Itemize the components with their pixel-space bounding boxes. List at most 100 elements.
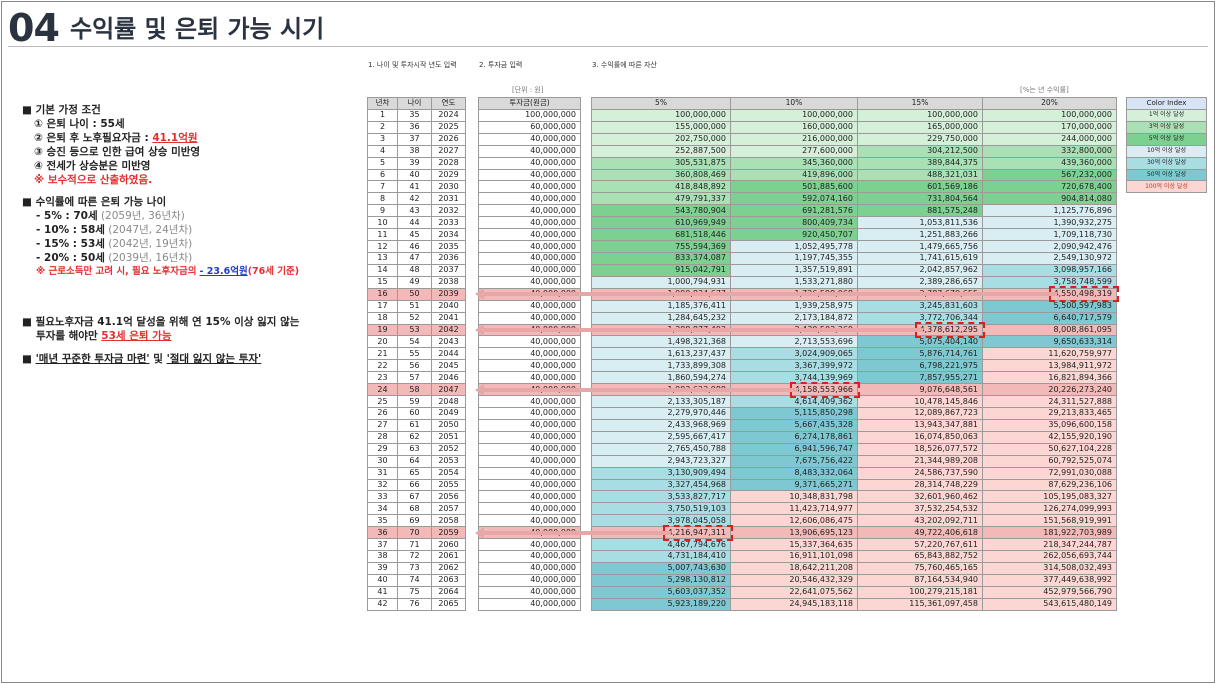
table-row: 19 53 2042 bbox=[367, 323, 466, 337]
rate-15-cell: 28,314,748,229 bbox=[857, 478, 983, 492]
arrow-head bbox=[475, 383, 484, 396]
table-row: 3,750,519,103 11,423,714,977 37,532,254,53… bbox=[591, 502, 1117, 516]
age-year-table: 년차 나이 연도 1 35 2024 2 36 2025 3 37 2026 4 38 2027 5 39… bbox=[367, 97, 466, 611]
investment-cell: 40,000,000 bbox=[478, 240, 581, 253]
rate-5-sub: (2059년, 36년차) bbox=[97, 210, 185, 222]
rate-5-main: - 5% : 70세 bbox=[36, 210, 98, 222]
table-row: 21 55 2044 bbox=[367, 347, 466, 361]
rate-20-cell: 100,000,000 bbox=[982, 108, 1117, 122]
table-row: 1,000,794,931 1,533,271,880 2,389,286,657 3… bbox=[591, 275, 1117, 289]
rate-15-cell: 43,202,092,711 bbox=[857, 514, 983, 528]
rate-5-cell: 2,765,450,788 bbox=[591, 442, 731, 456]
rate-20-cell: 11,620,759,977 bbox=[982, 347, 1117, 361]
rate-20-cell: 314,508,032,493 bbox=[982, 561, 1117, 575]
investment-cell: 100,000,000 bbox=[478, 108, 581, 122]
investment-cell: 40,000,000 bbox=[478, 192, 581, 206]
year-no-cell: 13 bbox=[367, 251, 398, 265]
table-row: 2,595,667,417 6,274,178,861 16,074,850,063… bbox=[591, 430, 1117, 444]
table-row: 42 76 2065 bbox=[367, 597, 466, 611]
rate-20-cell: 50,627,104,228 bbox=[982, 442, 1117, 456]
rate-5-cell: 202,750,000 bbox=[591, 132, 731, 146]
assumptions-block: ■ 기본 가정 조건 ① 은퇴 나이 : 55세 ② 은퇴 후 노후필요자금 :… bbox=[22, 103, 200, 187]
age-cell: 38 bbox=[397, 144, 432, 158]
table-row: 23 57 2046 bbox=[367, 371, 466, 385]
rate-15-cell: 165,000,000 bbox=[857, 120, 983, 134]
col-rate-5: 5% bbox=[591, 97, 731, 110]
rate-15-cell: 2,389,286,657 bbox=[857, 275, 983, 289]
rate-15-cell: 731,804,564 bbox=[857, 192, 983, 206]
age-cell: 75 bbox=[397, 585, 432, 599]
rate-10-cell: 15,337,364,635 bbox=[730, 538, 858, 552]
color-index-item: 100억 이상 달성 bbox=[1126, 180, 1207, 194]
age-cell: 40 bbox=[397, 168, 432, 182]
color-index-item: 30억 이상 달성 bbox=[1126, 156, 1207, 170]
rate-10-cell: 7,675,756,422 bbox=[730, 454, 858, 468]
rate-10-cell: 2,173,184,872 bbox=[730, 311, 858, 325]
conclusion-1-line1: ■ 필요노후자금 41.1억 달성을 위해 연 15% 이상 잃지 않는 bbox=[22, 316, 300, 328]
year-no-cell: 10 bbox=[367, 216, 398, 230]
year-no-cell: 40 bbox=[367, 573, 398, 587]
year-no-cell: 24 bbox=[367, 383, 398, 397]
table-row: 40,000,000 bbox=[478, 240, 581, 253]
table-row: 29 63 2052 bbox=[367, 442, 466, 456]
age-cell: 44 bbox=[397, 216, 432, 230]
year-cell: 2028 bbox=[431, 156, 466, 170]
rate-5-cell: 2,279,970,446 bbox=[591, 406, 731, 420]
rate-5-cell: 3,750,519,103 bbox=[591, 502, 731, 516]
rate-5-cell: 1,000,794,931 bbox=[591, 275, 731, 289]
rate-20-age: - 20% : 50세 (2039년, 16년차) bbox=[22, 251, 299, 265]
rate-20-cell: 16,821,894,366 bbox=[982, 371, 1117, 385]
rate-15-cell: 1,479,665,756 bbox=[857, 240, 983, 253]
investment-cell: 40,000,000 bbox=[478, 359, 581, 373]
rate-15-cell: 6,798,221,975 bbox=[857, 359, 983, 373]
year-no-cell: 35 bbox=[367, 514, 398, 528]
year-no-cell: 39 bbox=[367, 561, 398, 575]
table-row: 40,000,000 bbox=[478, 430, 581, 444]
rate-15-cell: 24,586,737,590 bbox=[857, 466, 983, 480]
rate-10-cell: 691,281,576 bbox=[730, 204, 858, 218]
rate-10-cell: 9,371,665,271 bbox=[730, 478, 858, 492]
year-no-cell: 31 bbox=[367, 466, 398, 480]
year-no-cell: 20 bbox=[367, 335, 398, 349]
table-row: 40,000,000 bbox=[478, 228, 581, 242]
rate-20-cell: 87,629,236,106 bbox=[982, 478, 1117, 492]
table-row: 479,791,337 592,074,160 731,804,564 904,814… bbox=[591, 192, 1117, 206]
rate-15-cell: 16,074,850,063 bbox=[857, 430, 983, 444]
table-row: 2,279,970,446 5,115,850,298 12,089,867,723… bbox=[591, 406, 1117, 420]
year-no-cell: 33 bbox=[367, 490, 398, 504]
year-no-cell: 18 bbox=[367, 311, 398, 325]
retire-ages-block: ■ 수익률에 따른 은퇴 가능 나이 - 5% : 70세 (2059년, 36… bbox=[22, 195, 299, 279]
rate-15-cell: 18,526,077,572 bbox=[857, 442, 983, 456]
rate-15-cell: 65,843,882,752 bbox=[857, 550, 983, 563]
table-row: 40,000,000 bbox=[478, 251, 581, 265]
rate-20-cell: 720,678,400 bbox=[982, 180, 1117, 194]
investment-cell: 40,000,000 bbox=[478, 478, 581, 492]
age-cell: 50 bbox=[397, 287, 432, 301]
age-cell: 43 bbox=[397, 204, 432, 218]
age-cell: 72 bbox=[397, 550, 432, 563]
rate-10-cell: 345,360,000 bbox=[730, 156, 858, 170]
year-cell: 2058 bbox=[431, 514, 466, 528]
year-cell: 2039 bbox=[431, 287, 466, 301]
rate-10-cell: 920,450,707 bbox=[730, 228, 858, 242]
color-index-item: 10억 이상 달성 bbox=[1126, 144, 1207, 158]
investment-cell: 40,000,000 bbox=[478, 144, 581, 158]
year-cell: 2064 bbox=[431, 585, 466, 599]
rate-5-cell: 479,791,337 bbox=[591, 192, 731, 206]
rate-15-cell: 10,478,145,846 bbox=[857, 395, 983, 408]
year-no-cell: 16 bbox=[367, 287, 398, 301]
col-age: 나이 bbox=[397, 97, 432, 110]
rate-20-cell: 35,096,600,158 bbox=[982, 418, 1117, 432]
age-cell: 67 bbox=[397, 490, 432, 504]
step-3-label: 3. 수익률에 따른 자산 bbox=[592, 61, 657, 69]
table-row: 40,000,000 bbox=[478, 454, 581, 468]
rate-20-sub: (2039년, 16년차) bbox=[104, 252, 193, 264]
age-cell: 69 bbox=[397, 514, 432, 528]
age-cell: 56 bbox=[397, 359, 432, 373]
conclusion-1-prefix: 투자를 해야만 bbox=[36, 330, 102, 342]
rate-15-main: - 15% : 53세 bbox=[36, 238, 105, 250]
rate-5-cell: 1,860,594,274 bbox=[591, 371, 731, 385]
rate-20-cell: 1,390,932,275 bbox=[982, 216, 1117, 230]
year-no-cell: 19 bbox=[367, 323, 398, 337]
arrow-head bbox=[475, 323, 484, 336]
